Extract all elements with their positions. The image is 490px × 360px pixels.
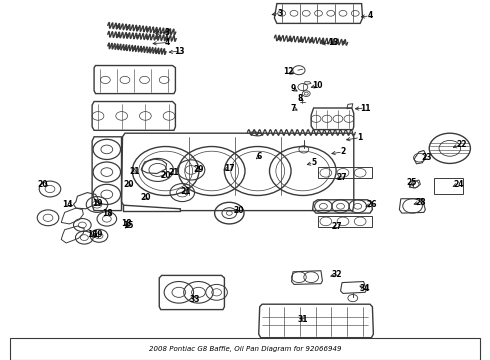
Bar [434, 178, 463, 194]
Text: 1: 1 [358, 133, 363, 142]
Text: 34: 34 [360, 284, 370, 293]
Text: 18: 18 [102, 209, 113, 217]
Text: 13: 13 [174, 46, 185, 55]
Text: 14: 14 [62, 200, 73, 209]
Text: 9: 9 [291, 85, 295, 94]
Text: 4: 4 [368, 12, 372, 21]
Text: 11: 11 [360, 104, 370, 112]
Text: 22: 22 [456, 140, 467, 149]
Text: 15: 15 [123, 220, 134, 230]
Text: 3: 3 [165, 28, 170, 37]
Text: 21: 21 [180, 187, 191, 196]
Text: 5: 5 [311, 158, 316, 167]
Text: 20: 20 [141, 194, 151, 202]
Text: 23: 23 [421, 153, 432, 162]
Text: 19: 19 [92, 199, 102, 208]
Text: 21: 21 [129, 166, 140, 175]
Text: 24: 24 [453, 180, 464, 189]
Text: 32: 32 [332, 270, 343, 279]
Text: 10: 10 [312, 81, 323, 90]
Bar [10, 338, 480, 360]
Text: 33: 33 [190, 295, 200, 304]
Text: 28: 28 [415, 198, 426, 207]
Text: 3: 3 [278, 9, 283, 18]
Text: 2: 2 [341, 148, 345, 156]
Text: 31: 31 [297, 315, 308, 324]
Text: 26: 26 [366, 200, 377, 209]
Text: 21: 21 [169, 167, 179, 176]
Text: 20: 20 [38, 180, 49, 189]
Text: 16: 16 [87, 230, 98, 239]
Text: 25: 25 [406, 178, 417, 187]
Text: 17: 17 [224, 164, 235, 173]
Text: 19: 19 [92, 230, 102, 239]
Text: 29: 29 [193, 165, 204, 174]
Text: 13: 13 [328, 38, 339, 47]
Text: 27: 27 [332, 222, 343, 231]
Text: 30: 30 [234, 206, 245, 215]
Text: 2008 Pontiac G8 Baffle, Oil Pan Diagram for 92066949: 2008 Pontiac G8 Baffle, Oil Pan Diagram … [149, 346, 341, 352]
Text: 27: 27 [337, 173, 347, 181]
Text: 7: 7 [291, 104, 295, 112]
Text: 20: 20 [123, 180, 134, 189]
Text: 4: 4 [165, 38, 170, 47]
Text: 6: 6 [256, 152, 261, 161]
Text: 8: 8 [297, 94, 302, 103]
Text: 12: 12 [283, 68, 294, 77]
Text: 18: 18 [121, 219, 132, 228]
Text: 20: 20 [160, 171, 171, 180]
